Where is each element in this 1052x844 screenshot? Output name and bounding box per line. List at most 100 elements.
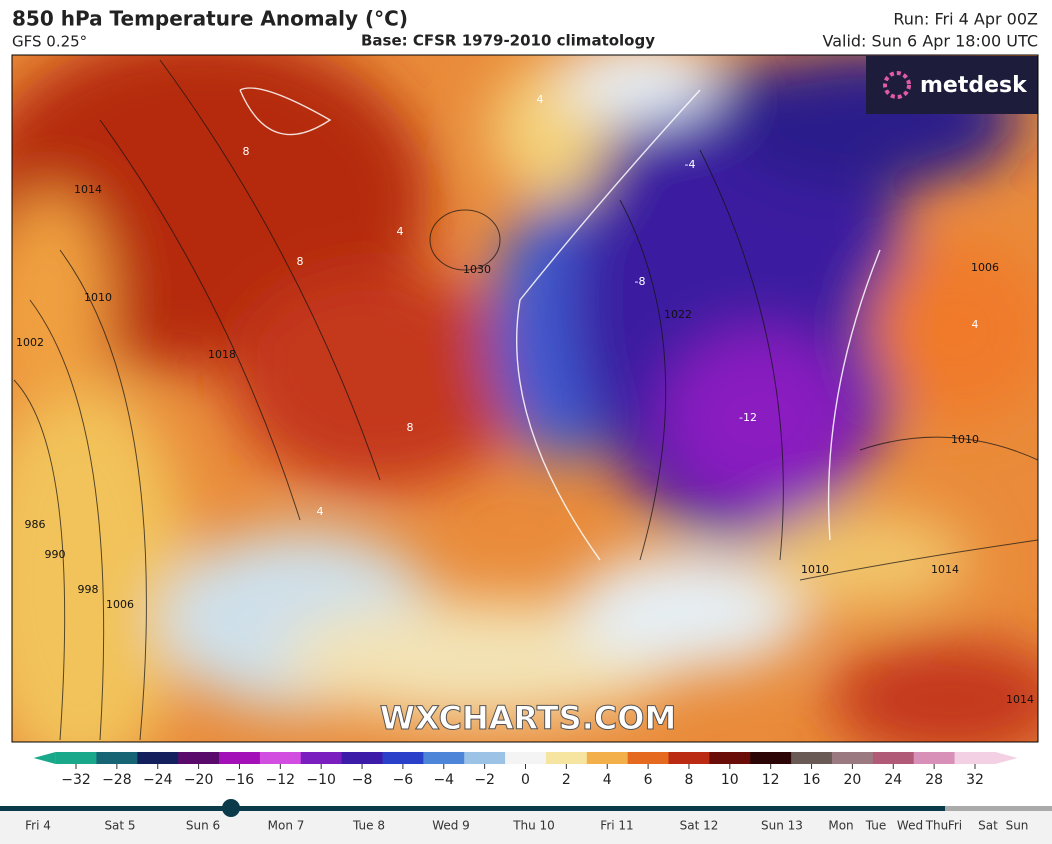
colorbar-segment — [178, 752, 220, 764]
timeline-day[interactable]: Fri 4 — [25, 819, 51, 833]
colorbar-label: 4 — [603, 772, 612, 788]
colorbar-segment — [259, 752, 302, 764]
map-label: 1010 — [84, 291, 112, 304]
model: GFS 0.25° — [12, 33, 87, 51]
timeline-day[interactable]: Fri — [948, 819, 962, 833]
colorbar-label: 2 — [562, 772, 571, 788]
colorbar-segment — [341, 752, 383, 764]
colorbar-segment — [586, 752, 629, 764]
map-label: 1018 — [208, 348, 236, 361]
map-label: 1010 — [951, 433, 979, 446]
colorbar-label: 28 — [925, 772, 943, 788]
base: Base: CFSR 1979-2010 climatology — [361, 32, 655, 50]
colorbar-segment — [382, 752, 424, 764]
colorbar-segment — [791, 752, 833, 764]
timeline-day[interactable]: Fri 11 — [600, 819, 633, 833]
colorbar-segment — [954, 752, 996, 764]
colorbar-label: −2 — [474, 772, 495, 788]
timeline-day[interactable]: Sun — [1006, 819, 1029, 833]
map-frame — [11, 54, 1039, 743]
colorbar-segment — [627, 752, 670, 764]
colorbar-label: −28 — [102, 772, 132, 788]
colorbar-segment — [423, 752, 465, 764]
colorbar-label: 6 — [644, 772, 653, 788]
timeline-day[interactable]: Wed — [897, 819, 923, 833]
map: 1030 1018 1010 1002 1014 1006 998 990 986 1022 101… — [12, 55, 1038, 742]
title: 850 hPa Temperature Anomaly (°C) — [12, 7, 408, 31]
colorbar-label: 32 — [966, 772, 984, 788]
colorbar-label: −12 — [266, 772, 296, 788]
colorbar-end — [33, 752, 56, 764]
colorbar-segment — [96, 752, 138, 764]
run: Run: Fri 4 Apr 00Z — [893, 10, 1038, 29]
colorbar-label: −8 — [352, 772, 373, 788]
colorbar-segment — [219, 752, 261, 764]
colorbar-label: −32 — [61, 772, 91, 788]
map-label: 1030 — [463, 263, 491, 276]
logo: metdesk — [920, 73, 1028, 98]
colorbar-label: 16 — [803, 772, 821, 788]
colorbar-label: −10 — [306, 772, 336, 788]
colorbar-segment — [872, 752, 915, 764]
timeline-day[interactable]: Sat — [978, 819, 998, 833]
map-label: 4 — [537, 93, 544, 106]
colorbar-segment — [709, 752, 751, 764]
timeline-day[interactable]: Wed 9 — [432, 819, 470, 833]
map-label: 4 — [972, 318, 979, 331]
map-label: 4 — [317, 505, 324, 518]
colorbar-segment — [913, 752, 956, 764]
map-label: 1014 — [74, 183, 102, 196]
map-label: 1014 — [931, 563, 959, 576]
map-label: 990 — [45, 548, 66, 561]
colorbar-segment — [300, 752, 343, 764]
colorbar-label: −16 — [225, 772, 255, 788]
timeline-bg — [0, 811, 1052, 844]
colorbar-segment — [831, 752, 874, 764]
colorbar-end — [995, 752, 1018, 764]
map-label: 1006 — [106, 598, 134, 611]
colorbar-label: −4 — [433, 772, 454, 788]
timeline-track — [0, 806, 945, 811]
colorbar-segment — [55, 752, 97, 764]
timeline-day[interactable]: Tue — [865, 819, 887, 833]
timeline-day[interactable]: Tue 8 — [352, 819, 385, 833]
timeline-day[interactable]: Mon — [828, 819, 853, 833]
colorbar-segment — [750, 752, 792, 764]
logo-icon — [883, 71, 911, 99]
map-label: 8 — [243, 145, 250, 158]
colorbar-label: −6 — [393, 772, 414, 788]
colorbar-label: 10 — [721, 772, 739, 788]
valid: Valid: Sun 6 Apr 18:00 UTC — [823, 32, 1039, 51]
map-label: 8 — [407, 421, 414, 434]
colorbar-segment — [137, 752, 179, 764]
timeline-rest — [945, 806, 1052, 811]
colorbar-label: 8 — [684, 772, 693, 788]
timeline-knob[interactable] — [222, 799, 240, 817]
map-label: -8 — [635, 275, 646, 288]
colorbar-segment — [545, 752, 588, 764]
colorbar-segment — [505, 752, 547, 764]
map-label: 4 — [397, 225, 404, 238]
map-label: 8 — [297, 255, 304, 268]
map-label: 998 — [78, 583, 99, 596]
colorbar-label: 12 — [762, 772, 780, 788]
timeline-day[interactable]: Sat 5 — [104, 819, 135, 833]
colorbar-label: 20 — [843, 772, 861, 788]
map-label: -12 — [739, 411, 757, 424]
map-label: -4 — [685, 158, 696, 171]
timeline-day[interactable]: Thu 10 — [512, 819, 555, 833]
timeline-day[interactable]: Thu — [925, 819, 949, 833]
timeline-day[interactable]: Sun 6 — [186, 819, 220, 833]
colorbar-label: −24 — [143, 772, 173, 788]
map-label: 1022 — [664, 308, 692, 321]
map-label: 1002 — [16, 336, 44, 349]
timeline-day[interactable]: Sat 12 — [680, 819, 719, 833]
map-label: 1006 — [971, 261, 999, 274]
colorbar-segment — [464, 752, 506, 764]
colorbar-label: 0 — [521, 772, 530, 788]
timeline-day[interactable]: Sun 13 — [761, 819, 803, 833]
map-label: 1010 — [801, 563, 829, 576]
colorbar-segment — [668, 752, 710, 764]
timeline-day[interactable]: Mon 7 — [268, 819, 305, 833]
